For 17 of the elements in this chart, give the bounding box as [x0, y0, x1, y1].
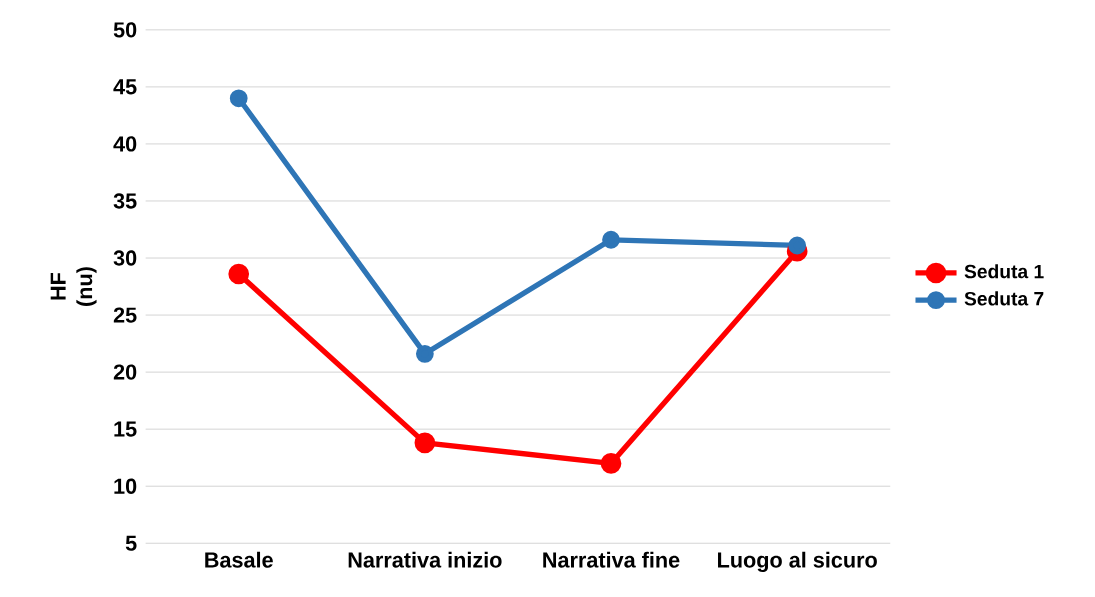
- y-tick-label: 50: [113, 22, 137, 38]
- y-tick-label: 15: [114, 421, 137, 437]
- y-tick-label: 45: [113, 79, 137, 95]
- x-tick-label: Basale: [205, 551, 273, 568]
- y-tick-label: 40: [113, 136, 137, 152]
- y-tick-label: 30: [113, 250, 137, 266]
- x-tick-label: Narrativa inizio: [348, 551, 502, 568]
- y-tick-label: 35: [113, 193, 137, 209]
- legend-label: Seduta 1: [964, 264, 1044, 279]
- y-tick-label: 25: [113, 307, 137, 323]
- y-tick-label: 20: [113, 364, 137, 380]
- legend-label: Seduta 7: [964, 291, 1044, 306]
- x-tick-label: Luogo al sicuro: [718, 551, 877, 573]
- y-tick-label: 10: [114, 478, 137, 494]
- y-tick-label: 5: [125, 535, 137, 551]
- x-tick-label: Narrativa fine: [543, 551, 680, 568]
- y-axis-title: HF (nu): [50, 267, 97, 306]
